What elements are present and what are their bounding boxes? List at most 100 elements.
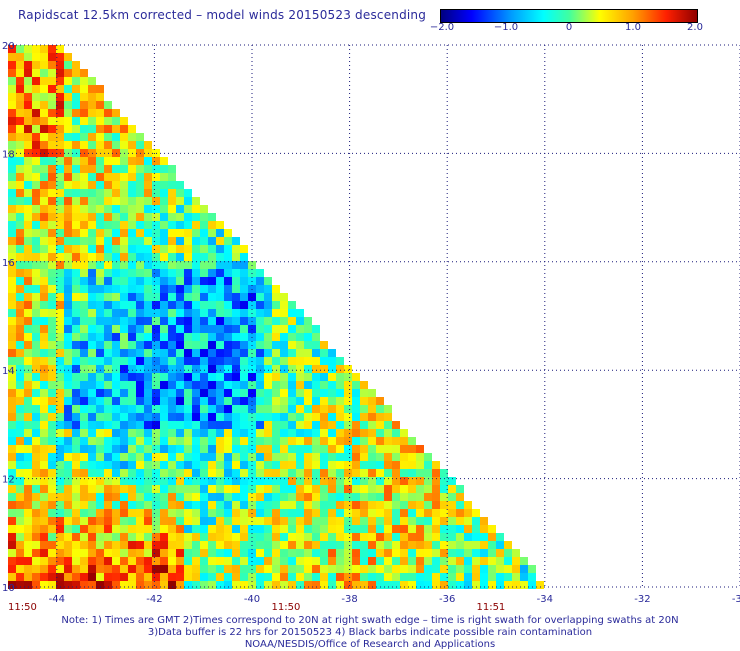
wind-cell: [8, 437, 16, 445]
wind-cell: [256, 445, 264, 453]
wind-cell: [304, 533, 312, 541]
wind-cell: [16, 461, 24, 469]
wind-cell: [24, 77, 32, 85]
wind-cell: [144, 429, 152, 437]
wind-cell: [280, 413, 288, 421]
wind-cell: [136, 349, 144, 357]
wind-cell: [168, 253, 176, 261]
wind-cell: [64, 573, 72, 581]
wind-cell: [208, 269, 216, 277]
wind-cell: [512, 549, 520, 557]
wind-cell: [168, 509, 176, 517]
wind-cell: [72, 429, 80, 437]
wind-cell: [184, 533, 192, 541]
wind-cell: [16, 157, 24, 165]
wind-cell: [472, 573, 480, 581]
wind-cell: [40, 525, 48, 533]
wind-cell: [80, 357, 88, 365]
wind-cell: [144, 189, 152, 197]
wind-cell: [472, 581, 480, 589]
wind-cell: [88, 525, 96, 533]
wind-cell: [192, 469, 200, 477]
wind-cell: [256, 501, 264, 509]
wind-cell: [288, 397, 296, 405]
wind-cell: [312, 445, 320, 453]
wind-cell: [64, 381, 72, 389]
wind-cell: [168, 429, 176, 437]
wind-cell: [96, 485, 104, 493]
wind-cell: [88, 501, 96, 509]
wind-cell: [520, 581, 528, 589]
wind-cell: [128, 213, 136, 221]
wind-cell: [48, 453, 56, 461]
wind-cell: [328, 533, 336, 541]
wind-cell: [368, 397, 376, 405]
wind-cell: [128, 141, 136, 149]
wind-cell: [344, 453, 352, 461]
wind-cell: [456, 557, 464, 565]
wind-cell: [264, 549, 272, 557]
wind-cell: [16, 413, 24, 421]
wind-cell: [216, 445, 224, 453]
wind-cell: [56, 77, 64, 85]
wind-cell: [184, 541, 192, 549]
wind-cell: [32, 157, 40, 165]
wind-cell: [336, 381, 344, 389]
wind-cell: [40, 541, 48, 549]
wind-cell: [24, 485, 32, 493]
wind-cell: [8, 373, 16, 381]
wind-cell: [192, 349, 200, 357]
wind-cell: [168, 261, 176, 269]
wind-cell: [312, 541, 320, 549]
wind-cell: [16, 557, 24, 565]
wind-cell: [312, 581, 320, 589]
wind-cell: [120, 501, 128, 509]
wind-cell: [368, 517, 376, 525]
wind-cell: [104, 285, 112, 293]
wind-cell: [120, 461, 128, 469]
wind-cell: [272, 581, 280, 589]
wind-cell: [80, 181, 88, 189]
wind-cell: [272, 357, 280, 365]
wind-cell: [144, 517, 152, 525]
wind-cell: [128, 197, 136, 205]
wind-cell: [72, 413, 80, 421]
wind-cell: [368, 485, 376, 493]
wind-cell: [48, 429, 56, 437]
wind-cell: [112, 341, 120, 349]
wind-cell: [152, 253, 160, 261]
wind-cell: [104, 581, 112, 589]
wind-cell: [320, 565, 328, 573]
wind-cell: [200, 421, 208, 429]
wind-cell: [264, 533, 272, 541]
wind-cell: [16, 165, 24, 173]
wind-cell: [176, 541, 184, 549]
wind-cell: [80, 325, 88, 333]
wind-cell: [128, 421, 136, 429]
wind-cell: [352, 469, 360, 477]
wind-cell: [280, 509, 288, 517]
wind-cell: [64, 197, 72, 205]
wind-cell: [168, 549, 176, 557]
wind-cell: [120, 445, 128, 453]
wind-cell: [8, 389, 16, 397]
wind-cell: [464, 533, 472, 541]
wind-cell: [456, 517, 464, 525]
wind-cell: [192, 533, 200, 541]
wind-cell: [472, 533, 480, 541]
wind-cell: [144, 173, 152, 181]
wind-cell: [512, 565, 520, 573]
wind-cell: [8, 509, 16, 517]
wind-cell: [368, 581, 376, 589]
wind-cell: [152, 461, 160, 469]
wind-cell: [88, 349, 96, 357]
wind-cell: [504, 549, 512, 557]
wind-cell: [192, 285, 200, 293]
wind-cell: [352, 581, 360, 589]
wind-cell: [72, 197, 80, 205]
wind-cell: [240, 533, 248, 541]
wind-cell: [192, 309, 200, 317]
wind-cell: [144, 493, 152, 501]
wind-cell: [104, 501, 112, 509]
wind-cell: [360, 493, 368, 501]
